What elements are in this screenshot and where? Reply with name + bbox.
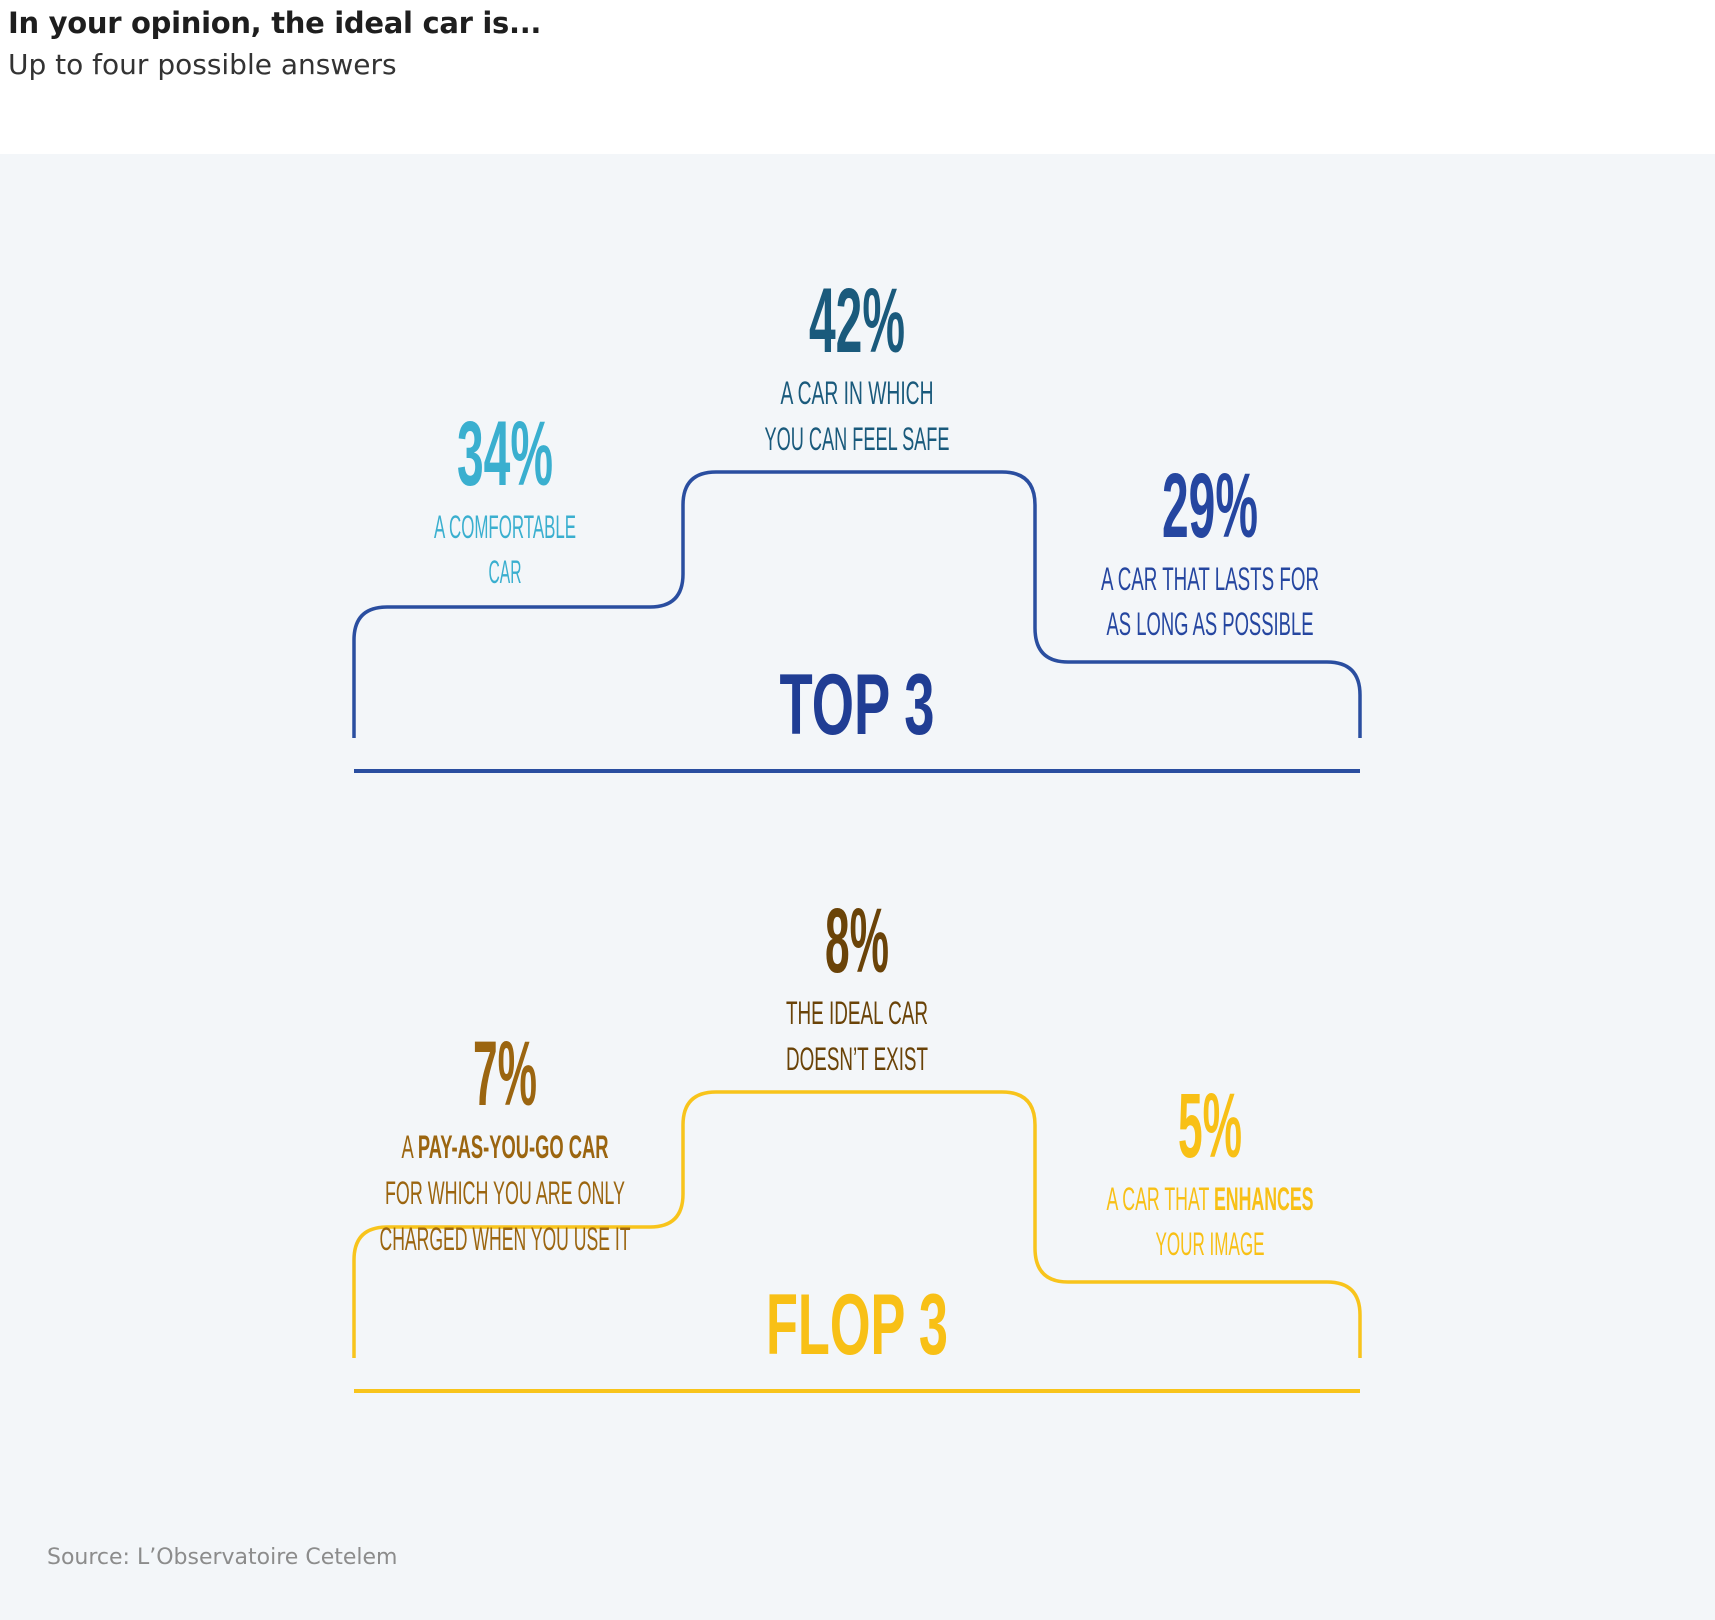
flop-value-1: 8%	[825, 890, 889, 992]
header: In your opinion, the ideal car is... Up …	[8, 0, 541, 81]
top-label-2-line-1: A COMFORTABLE	[434, 509, 576, 545]
flop-label-2-line-1: A PAY-AS-YOU-GO CAR	[402, 1129, 609, 1165]
top-value-1: 42%	[809, 270, 905, 372]
chart-panel	[0, 154, 1715, 1620]
flop-label-3-line-2: YOUR IMAGE	[1156, 1226, 1265, 1262]
flop-heading: FLOP 3	[766, 1277, 948, 1373]
flop-value-2: 7%	[473, 1023, 537, 1125]
flop-value-3: 5%	[1178, 1075, 1242, 1177]
top-label-2-line-2: CAR	[489, 554, 522, 590]
chart-title: In your opinion, the ideal car is...	[8, 6, 542, 40]
top-label-3-line-1: A CAR THAT LASTS FOR	[1101, 561, 1319, 597]
top-label-1-line-2: YOU CAN FEEL SAFE	[765, 421, 950, 457]
flop-podium-outline	[352, 1090, 1362, 1358]
chart-subtitle: Up to four possible answers	[8, 48, 397, 81]
flop-label-2-line-2: FOR WHICH YOU ARE ONLY	[385, 1175, 625, 1211]
flop-label-1-line-1: THE IDEAL CAR	[786, 995, 928, 1031]
top-label-1-line-1: A CAR IN WHICH	[781, 375, 934, 411]
top-heading: TOP 3	[780, 657, 935, 753]
flop-label-1-line-2: DOESN’T EXIST	[786, 1041, 928, 1077]
top-podium-outline	[352, 470, 1362, 738]
top-label-3-line-2: AS LONG AS POSSIBLE	[1107, 606, 1314, 642]
top-value-2: 34%	[457, 403, 553, 505]
source-note: Source: L’Observatoire Cetelem	[47, 1545, 398, 1570]
flop-label-3-line-1: A CAR THAT ENHANCES	[1107, 1181, 1314, 1217]
flop-label-2-line-3: CHARGED WHEN YOU USE IT	[380, 1221, 631, 1257]
top-value-3: 29%	[1162, 455, 1258, 557]
